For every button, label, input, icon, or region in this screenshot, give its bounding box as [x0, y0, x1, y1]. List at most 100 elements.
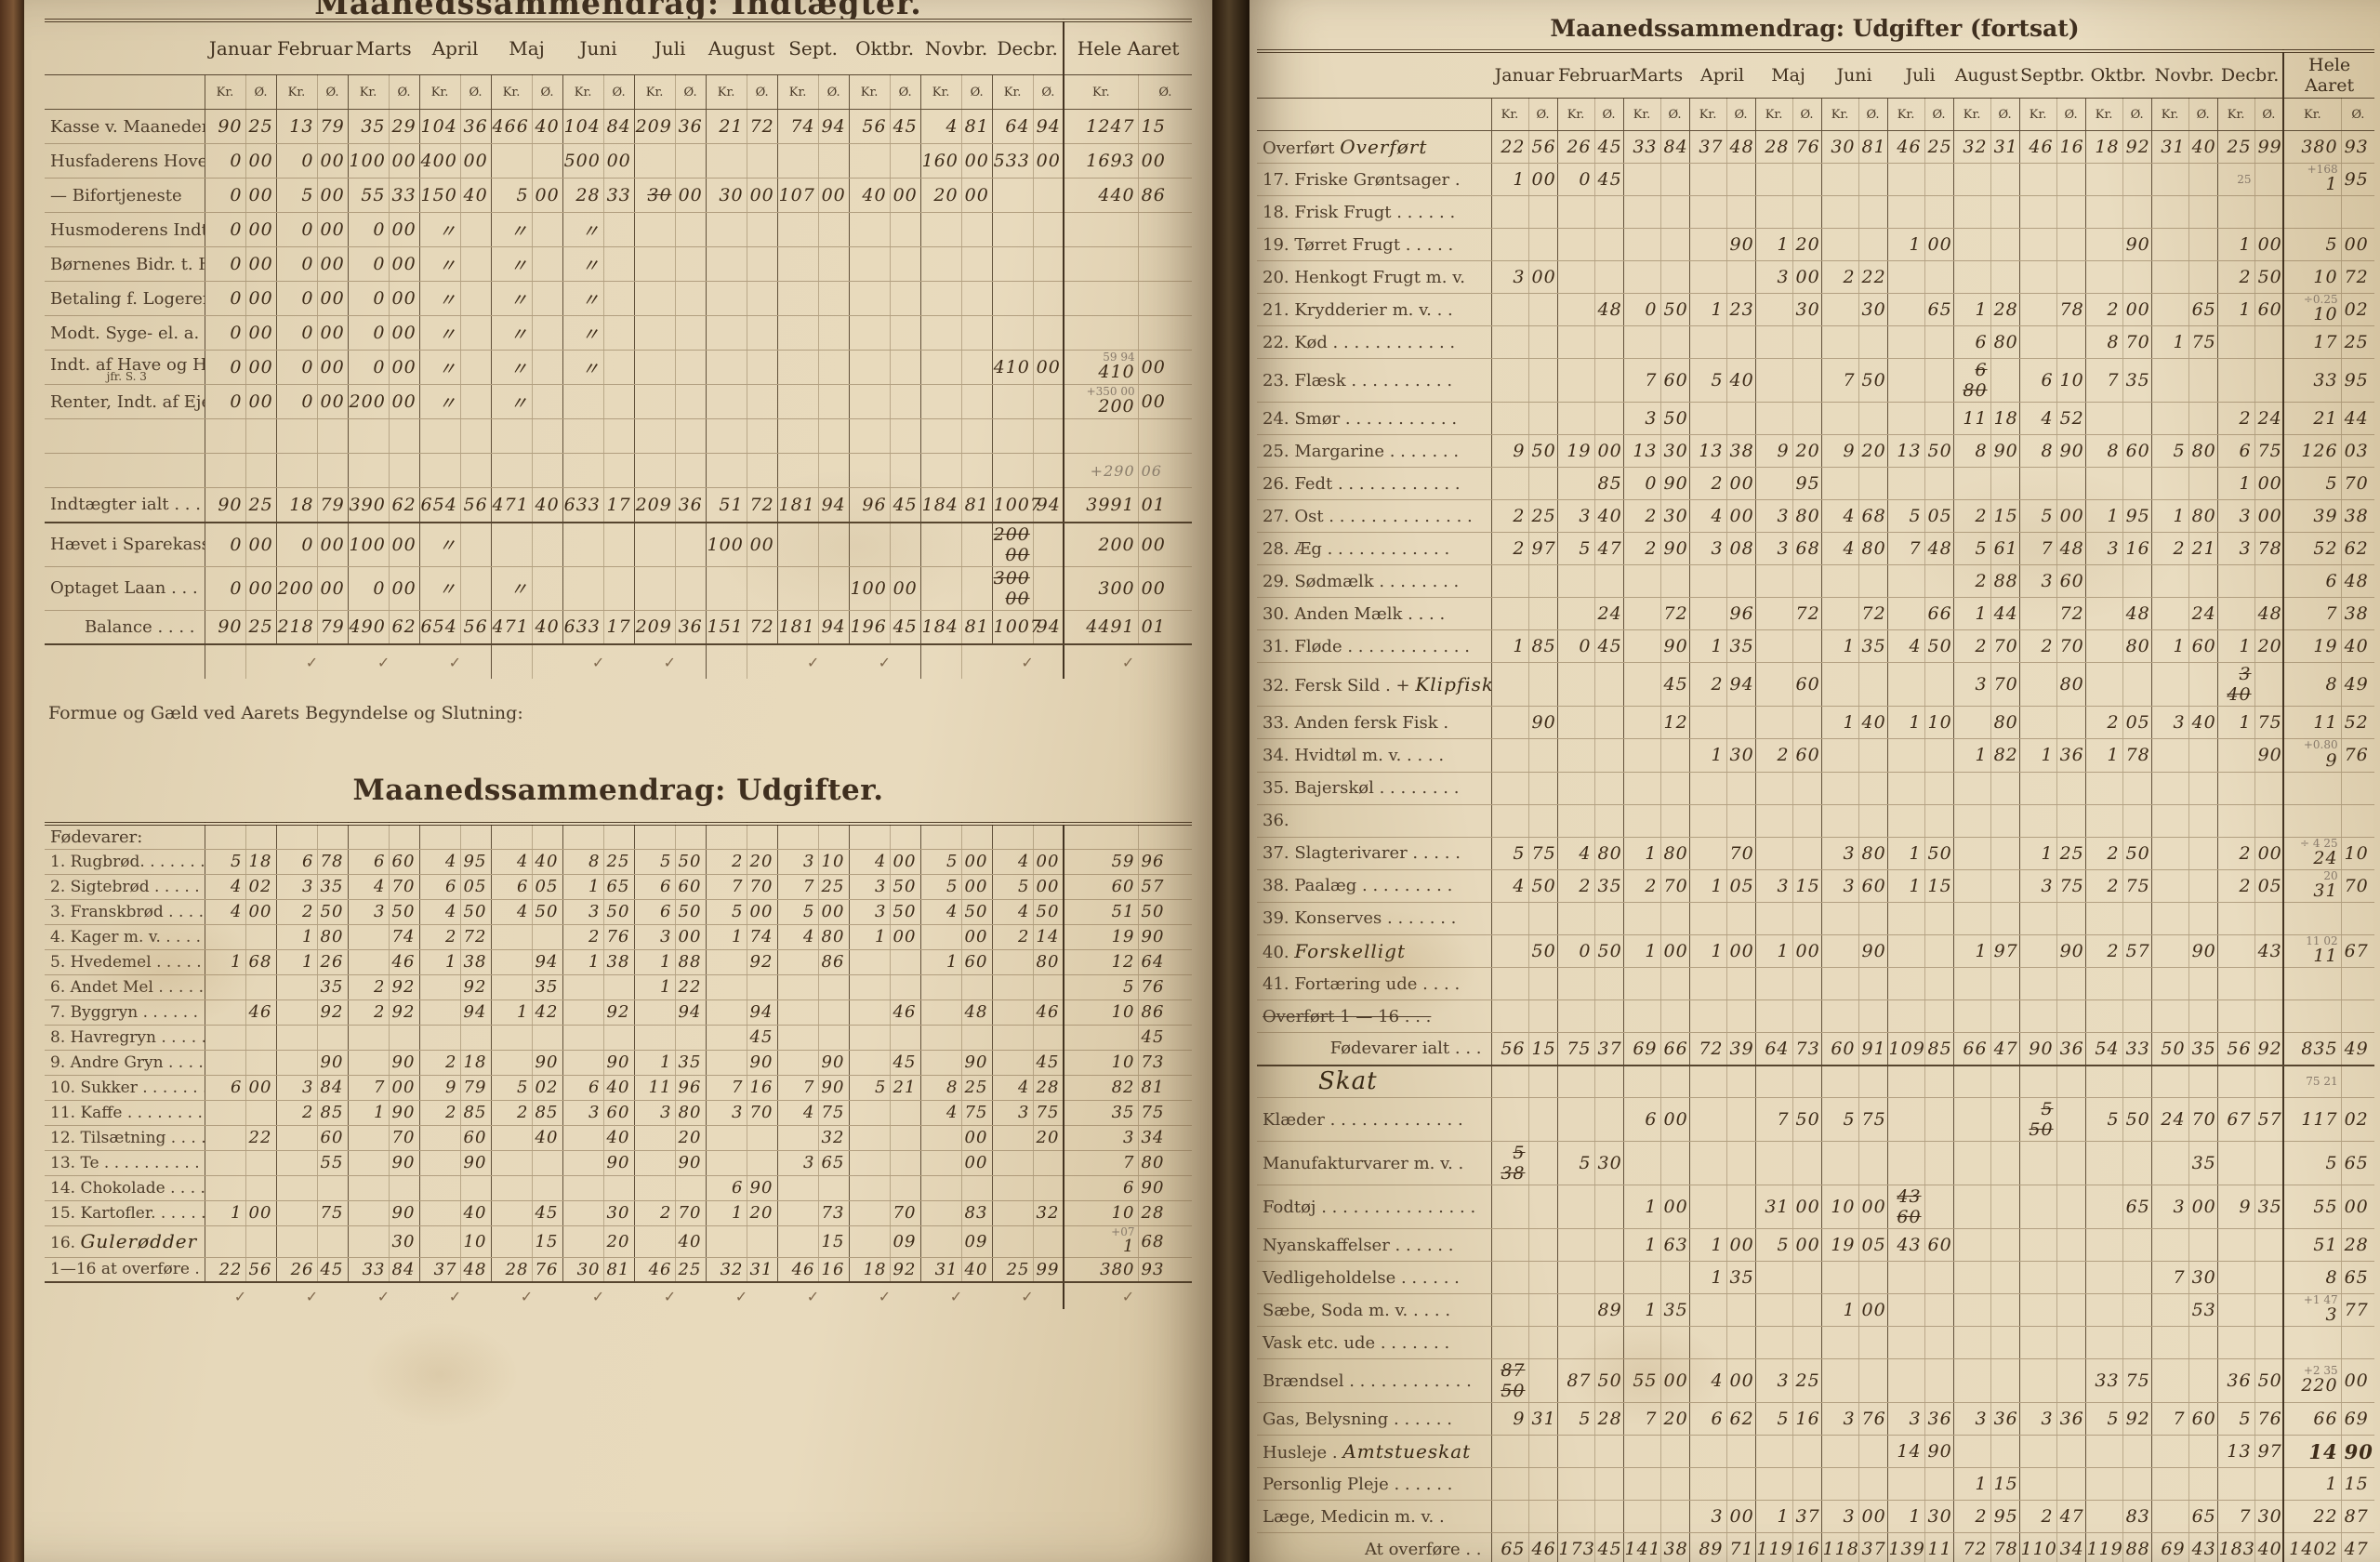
- cell-kr: [2150, 999, 2189, 1034]
- cell-kr: [919, 315, 962, 351]
- cell-ore: 08: [1726, 532, 1756, 566]
- cell-kr: 21: [705, 109, 747, 144]
- cell-kr: ÷0.25 10: [2282, 293, 2342, 327]
- cell-ore: [2188, 163, 2218, 197]
- cell-ore: 74: [388, 924, 419, 950]
- cell-kr: [2150, 1435, 2189, 1469]
- cell-kr: 2: [1820, 260, 1859, 295]
- cell-kr: [776, 824, 818, 850]
- corner-header: [1257, 51, 1491, 99]
- cell-ore: 00: [316, 212, 349, 247]
- cell-kr: [562, 384, 604, 419]
- cell-ore: 66: [1659, 1032, 1690, 1066]
- cell-kr: 380: [2282, 130, 2342, 164]
- cell-kr: 55: [347, 178, 390, 213]
- cell-ore: 30: [2254, 1500, 2284, 1534]
- cell-ore: 46: [889, 999, 920, 1026]
- cell-ore: 00: [602, 143, 635, 179]
- cell-ore: [674, 1025, 706, 1051]
- cell-ore: [1659, 1326, 1690, 1360]
- cell-kr: [1490, 467, 1528, 501]
- cell-ore: 05: [1858, 1228, 1888, 1263]
- cell-kr: 43 60: [1886, 1185, 1925, 1230]
- cell-ore: 36: [2056, 1402, 2086, 1436]
- cell-ore: 40: [2254, 1532, 2284, 1562]
- table-row: 40. Forskelligt 50 0 50 1 00 1 00 1 00 90 1 97 90 2 57 9…: [1257, 934, 2375, 969]
- cell-kr: [2018, 1185, 2057, 1230]
- cell-kr: [1754, 1435, 1793, 1469]
- cell-ore: [674, 522, 707, 567]
- cell-ore: 50: [2122, 1097, 2152, 1143]
- cell-kr: 2: [2216, 869, 2255, 903]
- cell-ore: 00: [1726, 1500, 1756, 1534]
- cell-kr: 0: [347, 350, 390, 385]
- cell-kr: [418, 1025, 460, 1051]
- cell-ore: [602, 453, 635, 488]
- cell-ore: [1792, 1261, 1822, 1295]
- cell-kr: 20: [919, 178, 962, 213]
- cell-ore: [1593, 195, 1624, 230]
- cell-ore: 50: [602, 899, 634, 925]
- cell-kr: [705, 1150, 747, 1176]
- cell-ore: 00: [1792, 1185, 1822, 1230]
- table-row: 17. Friske Grøntsager . 1 00 0 45 25 +168 1 95: [1257, 163, 2375, 197]
- cell-ore: 45: [531, 1200, 562, 1226]
- row-label: 13. Te . . . . . . . . . . . . . .: [45, 1150, 205, 1176]
- cell-kr: 11: [2282, 706, 2342, 740]
- cell-kr: [705, 1125, 747, 1151]
- cell-ore: [674, 315, 707, 351]
- cell-kr: [919, 974, 961, 1000]
- cell-ore: 60: [602, 1100, 634, 1126]
- cell-ore: 00: [1593, 434, 1624, 469]
- cell-kr: [705, 1050, 747, 1076]
- cell-kr: 500: [562, 143, 604, 179]
- cell-ore: 94: [674, 999, 706, 1026]
- row-label: 3. Franskbrød . . . . . .: [45, 899, 205, 925]
- row-label: 15. Kartofler. . . . . . . . .: [45, 1200, 205, 1226]
- cell-kr: 8: [2084, 325, 2123, 360]
- cell-kr: 〃: [490, 246, 533, 282]
- cell-ore: 36: [1924, 1402, 1954, 1436]
- cell-ore: [1726, 1293, 1756, 1328]
- row-label: Optaget Laan . . . . . . .: [45, 566, 205, 611]
- cell-kr: [2216, 1467, 2255, 1502]
- cell-kr: [991, 824, 1033, 850]
- cell-kr: [2018, 1228, 2057, 1263]
- cell-ore: [2340, 1326, 2375, 1360]
- cell-ore: [1527, 402, 1558, 436]
- row-label: 5. Hvedemel . . . . . . .: [45, 949, 205, 975]
- cell-kr: 200 00: [991, 522, 1034, 567]
- ore-subheader: Ø.: [1726, 98, 1756, 131]
- cell-kr: [1820, 1065, 1859, 1099]
- cell-ore: [2340, 1065, 2375, 1099]
- table-row: 2. Sigtebrød . . . . . . . .402335470605…: [45, 874, 1192, 900]
- cell-kr: [991, 384, 1034, 419]
- cell-ore: [2122, 564, 2152, 599]
- cell-kr: [919, 824, 961, 850]
- cell-kr: [633, 1175, 675, 1201]
- cell-ore: [459, 315, 492, 351]
- cell-ore: 21: [2188, 532, 2218, 566]
- cell-kr: 87 50: [1490, 1358, 1528, 1404]
- cell-kr: 〃: [418, 246, 461, 282]
- cell-ore: [1137, 212, 1193, 247]
- cell-kr: 90: [204, 609, 245, 645]
- cell-ore: 24: [1593, 597, 1624, 631]
- cell-kr: [776, 949, 818, 975]
- cell-kr: [1952, 1185, 1991, 1230]
- cell-ore: [2254, 1467, 2284, 1502]
- cell-ore: [1593, 1065, 1624, 1099]
- cell-ore: 22: [674, 974, 706, 1000]
- cell-ore: 30: [1924, 1500, 1954, 1534]
- check-mark: ✓: [1021, 1287, 1034, 1305]
- cell-ore: [1593, 564, 1624, 599]
- cell-kr: [991, 1050, 1033, 1076]
- cell-kr: 2: [1622, 532, 1661, 566]
- cell-ore: [2188, 837, 2218, 870]
- cell-kr: 2: [1952, 629, 1991, 664]
- cell-ore: [2254, 325, 2284, 360]
- cell-kr: 109: [1886, 1032, 1925, 1066]
- cell-ore: [2254, 1326, 2284, 1360]
- cell-kr: 65: [1490, 1532, 1528, 1562]
